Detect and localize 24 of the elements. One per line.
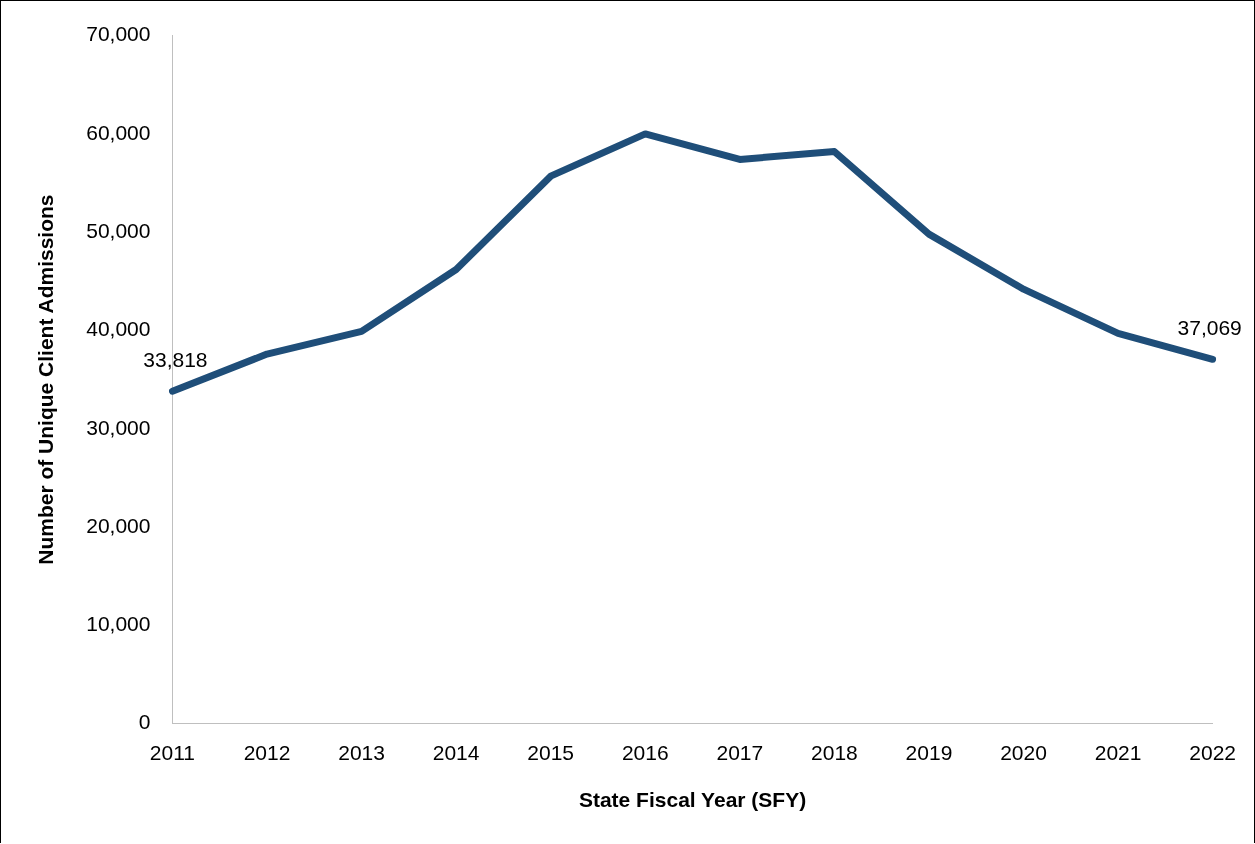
x-tick-label: 2018 xyxy=(811,741,858,764)
y-tick-label: 30,000 xyxy=(86,415,151,439)
x-tick-label: 2022 xyxy=(1189,741,1236,764)
x-tick-label: 2017 xyxy=(716,741,764,764)
x-axis-title: State Fiscal Year (SFY) xyxy=(578,788,807,812)
x-tick-label: 2019 xyxy=(905,741,953,764)
y-axis-title: Number of Unique Client Admissions xyxy=(34,194,58,565)
x-tick-label: 2012 xyxy=(243,741,291,764)
data-label: 37,069 xyxy=(1177,315,1242,339)
y-tick-label: 40,000 xyxy=(86,317,151,341)
y-tick-label: 60,000 xyxy=(86,120,151,144)
x-tick-label: 2020 xyxy=(1000,741,1047,764)
x-tick-label: 2011 xyxy=(149,741,196,764)
y-tick-label: 20,000 xyxy=(86,513,151,537)
y-tick-label: 50,000 xyxy=(86,218,151,242)
x-tick-label: 2016 xyxy=(621,741,669,764)
x-tick-label: 2015 xyxy=(527,741,575,764)
x-tick-label: 2021 xyxy=(1094,741,1142,764)
x-tick-label: 2014 xyxy=(432,741,480,764)
y-tick-label: 70,000 xyxy=(86,22,151,46)
y-tick-label: 10,000 xyxy=(86,612,151,636)
y-tick-label: 0 xyxy=(138,710,151,734)
data-label: 33,818 xyxy=(143,347,208,371)
x-tick-label: 2013 xyxy=(338,741,385,764)
